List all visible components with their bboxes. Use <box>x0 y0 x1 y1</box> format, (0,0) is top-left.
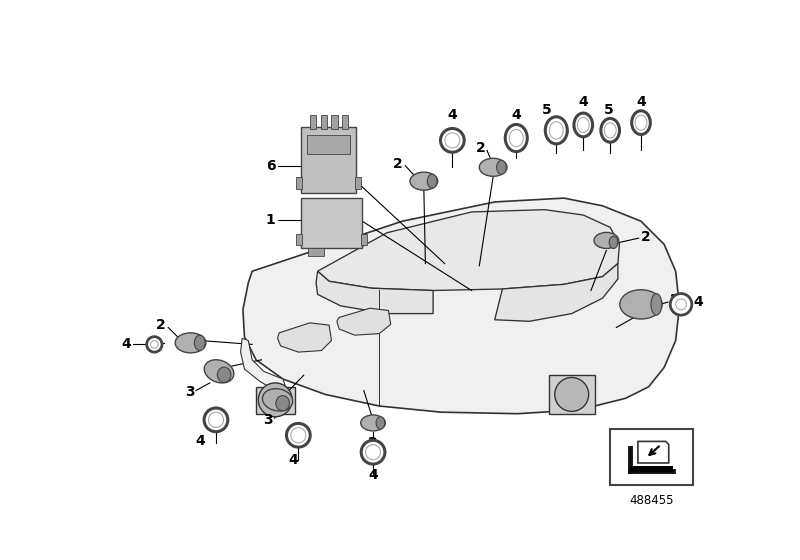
Ellipse shape <box>445 133 460 148</box>
Text: 2: 2 <box>641 230 650 244</box>
Bar <box>331 115 338 129</box>
Text: 2: 2 <box>670 293 680 307</box>
Text: 3: 3 <box>185 385 194 399</box>
Ellipse shape <box>361 440 385 464</box>
Text: 4: 4 <box>196 433 206 447</box>
Text: 4: 4 <box>122 337 131 352</box>
Text: 1: 1 <box>266 213 275 227</box>
Ellipse shape <box>497 160 506 174</box>
Circle shape <box>670 293 692 315</box>
Text: 2: 2 <box>476 141 486 155</box>
Circle shape <box>676 299 686 310</box>
Ellipse shape <box>441 128 464 152</box>
Text: 6: 6 <box>266 158 275 172</box>
Ellipse shape <box>209 412 223 427</box>
Ellipse shape <box>276 395 290 411</box>
Text: 2: 2 <box>368 436 378 450</box>
Text: 5: 5 <box>604 102 614 116</box>
Ellipse shape <box>366 445 381 460</box>
Ellipse shape <box>651 293 662 315</box>
Text: 4: 4 <box>636 95 646 109</box>
Ellipse shape <box>204 360 234 383</box>
Bar <box>354 178 361 189</box>
Text: 4: 4 <box>694 295 704 309</box>
Ellipse shape <box>601 119 619 142</box>
Ellipse shape <box>376 417 385 429</box>
Text: 4: 4 <box>511 108 521 122</box>
Text: 4: 4 <box>368 468 378 482</box>
Bar <box>307 135 350 154</box>
Polygon shape <box>494 264 618 321</box>
Ellipse shape <box>218 367 231 382</box>
Text: 2: 2 <box>156 318 166 332</box>
Ellipse shape <box>578 118 589 133</box>
Polygon shape <box>638 441 669 463</box>
Ellipse shape <box>609 236 618 249</box>
Circle shape <box>258 383 292 417</box>
Ellipse shape <box>550 122 563 139</box>
Bar <box>321 115 327 129</box>
Ellipse shape <box>286 423 310 447</box>
Circle shape <box>146 337 162 352</box>
Ellipse shape <box>291 428 306 443</box>
Ellipse shape <box>510 129 523 147</box>
Text: 4: 4 <box>447 108 458 122</box>
Polygon shape <box>337 308 390 335</box>
Ellipse shape <box>506 124 527 152</box>
Ellipse shape <box>546 117 567 144</box>
Text: 5: 5 <box>542 102 552 116</box>
Bar <box>296 234 302 245</box>
Text: 4: 4 <box>578 95 588 109</box>
Bar <box>296 178 302 189</box>
Text: 3: 3 <box>263 413 273 427</box>
Ellipse shape <box>594 232 618 249</box>
Bar <box>361 234 367 245</box>
Polygon shape <box>278 323 331 352</box>
Ellipse shape <box>262 389 293 411</box>
Circle shape <box>554 377 589 412</box>
Ellipse shape <box>175 333 206 353</box>
Bar <box>256 387 294 414</box>
Text: 2: 2 <box>393 157 402 171</box>
Ellipse shape <box>194 335 205 351</box>
Bar <box>549 375 595 414</box>
Ellipse shape <box>632 111 650 134</box>
Ellipse shape <box>427 174 437 188</box>
Text: 4: 4 <box>288 453 298 467</box>
Bar <box>301 198 362 248</box>
Bar <box>310 115 316 129</box>
Ellipse shape <box>604 123 616 138</box>
Text: 488455: 488455 <box>630 494 674 507</box>
Ellipse shape <box>410 172 438 190</box>
Bar <box>630 466 674 472</box>
Polygon shape <box>318 209 619 291</box>
Bar <box>342 115 349 129</box>
Polygon shape <box>243 198 679 414</box>
Bar <box>301 127 356 193</box>
Circle shape <box>150 340 158 348</box>
Bar <box>308 248 324 256</box>
Bar <box>610 429 694 484</box>
Ellipse shape <box>479 158 507 176</box>
Polygon shape <box>316 271 433 314</box>
Ellipse shape <box>204 408 228 432</box>
Ellipse shape <box>635 115 647 130</box>
Ellipse shape <box>361 415 386 431</box>
Polygon shape <box>241 338 287 391</box>
Ellipse shape <box>574 113 593 137</box>
Ellipse shape <box>620 290 662 319</box>
